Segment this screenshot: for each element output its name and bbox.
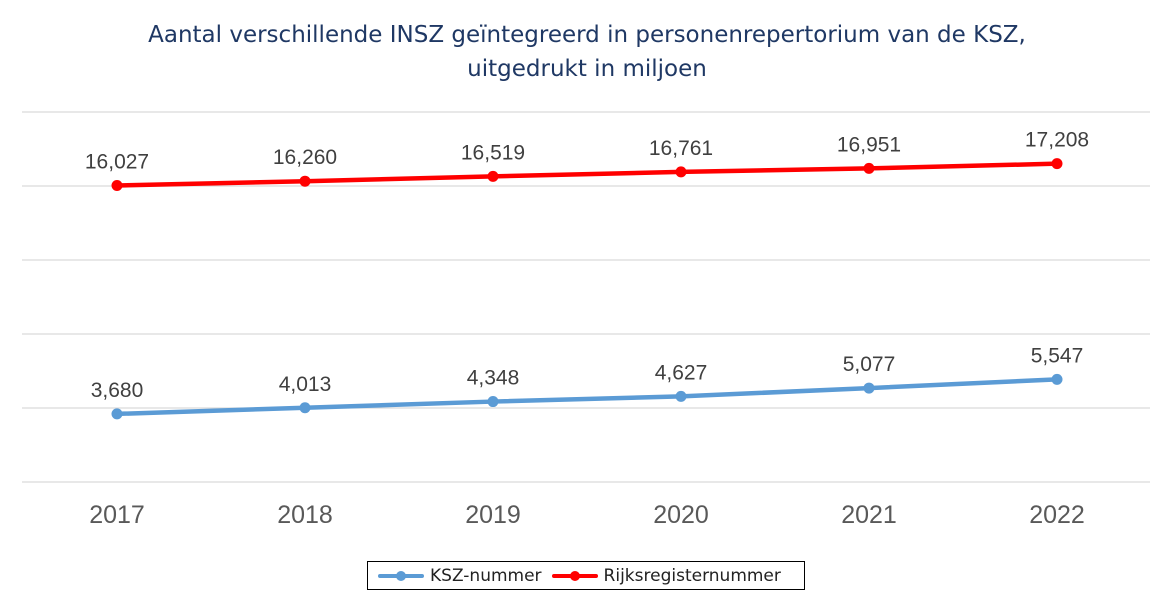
- data-label: 5,547: [1031, 344, 1084, 367]
- data-point: [1051, 158, 1063, 170]
- data-label: 3,680: [91, 379, 144, 402]
- data-point: [299, 175, 311, 187]
- data-label: 16,951: [837, 133, 901, 156]
- data-point: [675, 390, 687, 402]
- legend-dot-ksz: [396, 570, 406, 581]
- x-tick-label: 2019: [465, 501, 521, 529]
- data-label: 4,013: [279, 373, 332, 396]
- data-point: [111, 180, 123, 192]
- x-tick-label: 2021: [841, 501, 897, 529]
- x-tick-label: 2020: [653, 501, 709, 529]
- legend-item-ksz: KSZ-nummer: [378, 566, 542, 586]
- legend: KSZ-nummer Rijksregisternummer: [367, 561, 805, 590]
- chart-title-line-1: Aantal verschillende INSZ geïntegreerd i…: [148, 22, 1026, 48]
- data-label: 4,627: [655, 361, 708, 384]
- x-tick-label: 2018: [277, 501, 333, 529]
- data-point: [111, 408, 123, 420]
- legend-item-rijksregister: Rijksregisternummer: [551, 565, 781, 586]
- data-point: [863, 382, 875, 394]
- data-label: 16,519: [461, 141, 525, 164]
- legend-label-ksz: KSZ-nummer: [430, 565, 542, 586]
- legend-dot-rijksregister: [569, 570, 580, 581]
- data-point: [487, 396, 499, 408]
- data-point: [299, 402, 311, 414]
- legend-label-rijksregister: Rijksregisternummer: [603, 565, 781, 586]
- x-tick-label: 2017: [89, 501, 145, 529]
- data-label: 16,027: [85, 151, 149, 174]
- series-line-1: [114, 161, 1060, 188]
- x-tick-label: 2022: [1029, 501, 1085, 529]
- data-label: 16,761: [649, 137, 713, 160]
- data-label: 5,077: [843, 353, 896, 376]
- legend-swatch-ksz: [378, 570, 424, 581]
- data-label: 17,208: [1025, 129, 1089, 152]
- data-point: [863, 162, 875, 174]
- chart-title: Aantal verschillende INSZ geïntegreerd i…: [0, 18, 1174, 86]
- chart-title-line-2: uitgedrukt in miljoen: [467, 56, 707, 82]
- data-point: [675, 166, 687, 178]
- data-point: [487, 170, 499, 182]
- line-chart: 2017 2018 2019 2020 2021 2022 3,680 4,013 4,348 4…: [22, 111, 1150, 529]
- series-line-0: [114, 377, 1060, 417]
- data-label: 16,260: [273, 146, 337, 169]
- data-label: 4,348: [467, 367, 520, 390]
- legend-swatch-rijksregister: [551, 570, 598, 581]
- data-point: [1051, 373, 1063, 385]
